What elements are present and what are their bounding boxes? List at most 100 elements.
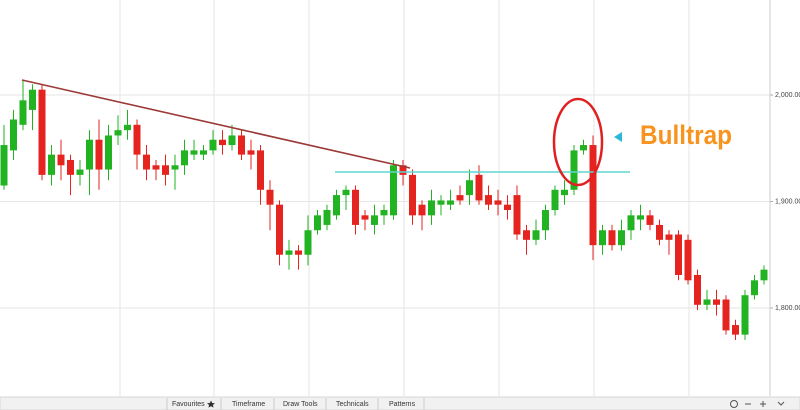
candle-body [532,230,540,240]
candle-body [143,154,150,170]
candle-body [751,280,758,296]
zoom-icon[interactable] [730,400,738,408]
candle-body [447,200,454,205]
candle-body [152,165,160,170]
candle-body [380,210,388,216]
candle-body [105,135,112,170]
candle-body [19,100,27,125]
candle-body [675,234,682,275]
candle-body [542,210,549,231]
candle-body [228,135,236,146]
candle-body [599,230,606,246]
candle-body [333,195,340,216]
candle-body [732,325,739,335]
h-grid: 1,800.000 1,900.000 2,000.000 [0,92,800,312]
highlight-ellipse [552,97,604,187]
candle-body [285,250,293,255]
candle-body [627,215,635,231]
candle-body [133,124,141,155]
candle-body [0,145,8,186]
candle-body [171,165,179,170]
candle-body [722,299,730,331]
candle-body [494,200,502,205]
candle-body [209,139,217,151]
candle-body [38,89,46,175]
candle-body [304,230,312,255]
candle-body [561,189,568,196]
trendline [21,79,411,169]
candle-body [86,139,93,170]
y-tick-label: 1,900.000 [775,198,800,205]
candle-body [266,189,274,205]
candle-body [589,145,597,246]
pointer-triangle [614,132,622,142]
candle-body [314,215,321,231]
candle-body [523,230,530,240]
candle-body [665,234,673,240]
candle-body [390,165,397,216]
candle-body [114,130,122,136]
candle-body [124,124,131,131]
toolbar-button[interactable]: Draw Tools [283,401,318,408]
candle-body [352,189,359,225]
candle-body [342,189,350,196]
candle-body [608,230,616,246]
candle-body [475,174,483,201]
toolbar-button[interactable]: Patterns [389,401,416,408]
candle-body [485,195,492,205]
candle-body [29,89,36,110]
candle-body [741,295,749,335]
candle-body [371,215,378,225]
toolbar-bg [0,396,800,410]
candle-body [637,215,644,220]
toolbar-button[interactable]: Favourites [172,401,205,408]
candle-body [200,150,207,155]
candle-body [418,204,426,216]
candle-body [570,150,578,190]
candle-body [323,210,331,225]
candle-body [504,204,511,211]
candle-body [238,135,245,155]
candle-body [437,200,445,205]
candle-body [181,150,188,166]
candle-body [67,159,74,175]
candle-body [428,200,435,216]
candle-body [276,204,283,255]
candle-body [295,250,302,255]
candle-body [76,169,84,175]
candle-body [466,180,473,196]
candle-body [409,174,416,216]
candle-body [190,150,198,155]
candle-body [57,154,65,166]
candle-body [219,139,226,146]
expand-icon[interactable] [777,401,785,406]
candle-body [684,239,692,281]
plus-icon[interactable] [760,401,766,407]
candle-body [656,224,663,240]
candle-body [513,195,521,235]
candle-body [580,145,587,151]
candle-body [162,165,169,175]
y-tick-label: 1,800.000 [775,305,800,312]
candle-body [361,215,369,220]
annotation: Bulltrap [640,120,732,150]
candle-body [456,195,464,201]
candle-body [95,139,103,170]
candle-body [257,150,264,190]
candle-body [399,165,407,175]
candle-body [713,299,720,305]
candle-body [247,150,255,155]
candle-body [551,189,559,211]
candle-body [10,119,17,151]
candle-body [646,215,654,225]
candle-body [694,274,701,305]
toolbar-button[interactable]: Timeframe [232,401,265,408]
star-icon[interactable] [207,400,215,408]
y-tick-label: 2,000.000 [775,92,800,99]
toolbar-button[interactable]: Technicals [336,401,369,408]
candle-body [48,154,55,175]
candle-body [760,269,768,281]
candle-body [618,230,625,246]
